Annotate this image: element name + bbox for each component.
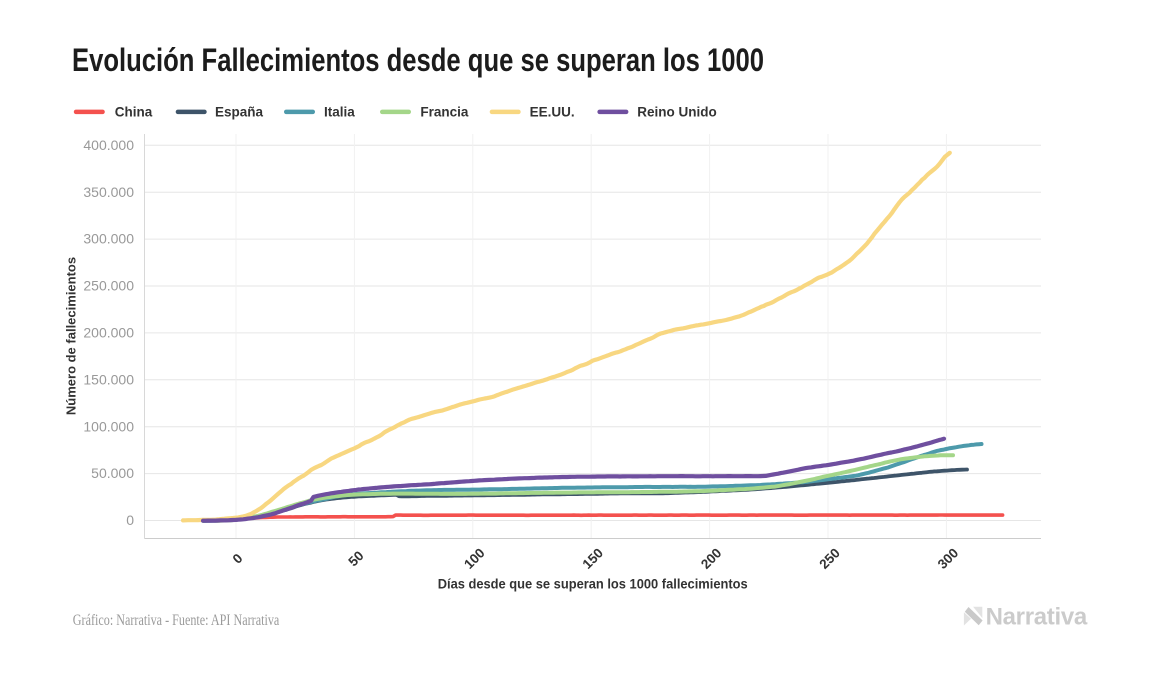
svg-text:250.000: 250.000	[83, 278, 134, 294]
svg-text:Gráfico: Narrativa - Fuente: A: Gráfico: Narrativa - Fuente: API Narrati…	[73, 612, 279, 629]
svg-text:300.000: 300.000	[83, 231, 134, 247]
svg-text:Reino Unido: Reino Unido	[637, 105, 717, 120]
svg-text:China: China	[115, 105, 153, 120]
svg-text:EE.UU.: EE.UU.	[530, 105, 575, 120]
svg-text:Evolución Fallecimientos desde: Evolución Fallecimientos desde que se su…	[72, 42, 764, 78]
svg-text:350.000: 350.000	[83, 184, 134, 200]
svg-text:Número de fallecimientos: Número de fallecimientos	[64, 257, 79, 415]
svg-text:Días desde que se superan los: Días desde que se superan los 1000 falle…	[438, 577, 748, 592]
svg-text:200.000: 200.000	[83, 325, 134, 341]
svg-text:400.000: 400.000	[83, 137, 134, 153]
svg-text:España: España	[215, 105, 264, 120]
svg-text:Narrativa: Narrativa	[986, 604, 1088, 631]
svg-text:0: 0	[126, 512, 134, 528]
svg-text:100.000: 100.000	[83, 418, 134, 434]
svg-text:Francia: Francia	[420, 105, 469, 120]
svg-text:Italia: Italia	[324, 105, 355, 120]
svg-text:50.000: 50.000	[91, 465, 134, 481]
svg-text:150.000: 150.000	[83, 371, 134, 387]
